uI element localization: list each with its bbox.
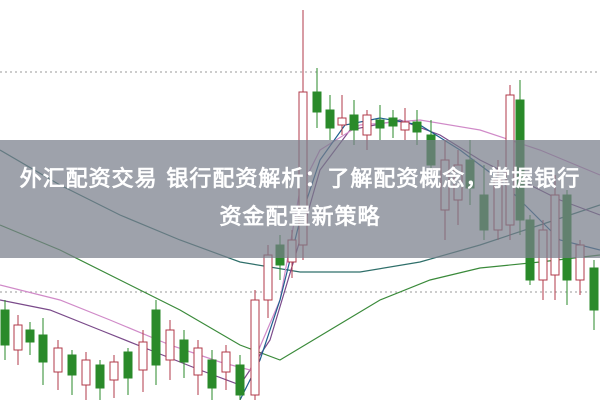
candle-down <box>375 119 385 129</box>
candle-down <box>95 364 105 389</box>
candle-up <box>53 347 63 373</box>
candle-down <box>388 117 398 127</box>
candle-up <box>362 114 372 136</box>
candle-down <box>67 354 77 376</box>
candle-up <box>165 329 175 361</box>
candle-down <box>235 364 245 396</box>
candle-down <box>123 351 133 379</box>
candle-up <box>193 347 203 376</box>
candle-down <box>179 339 189 363</box>
candle-down <box>25 329 35 343</box>
candle-up <box>250 299 260 396</box>
candle-down <box>312 91 322 113</box>
article-title: 外汇配资交易 银行配资解析：了解配资概念，掌握银行资金配置新策略 <box>19 167 581 230</box>
candle-up <box>138 341 148 371</box>
candle-down <box>207 359 217 389</box>
candle-down <box>325 109 335 129</box>
candle-down <box>412 121 422 133</box>
candle-down <box>38 334 48 363</box>
candle-up <box>13 324 23 351</box>
candle-up <box>400 121 410 131</box>
title-banner: 外汇配资交易 银行配资解析：了解配资概念，掌握银行资金配置新策略 <box>0 140 600 258</box>
candle-up <box>263 254 273 301</box>
candle-down <box>349 114 359 131</box>
candle-up <box>337 117 347 126</box>
candle-down <box>589 267 599 311</box>
moving-average-line <box>0 224 600 361</box>
candle-down <box>0 309 10 346</box>
candle-down <box>151 309 161 366</box>
candle-up <box>109 361 119 381</box>
candle-up <box>221 351 231 373</box>
candle-up <box>81 359 91 386</box>
